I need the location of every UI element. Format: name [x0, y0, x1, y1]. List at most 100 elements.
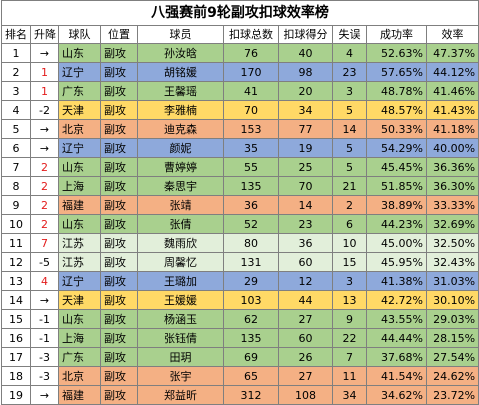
change-cell: 1 — [30, 62, 59, 82]
total-attacks-cell: 70 — [223, 100, 279, 120]
attack-points-cell: 108 — [278, 385, 333, 405]
efficiency-cell: 36.36% — [425, 157, 479, 177]
attack-points-cell: 19 — [278, 138, 333, 158]
team-cell: 山东 — [58, 157, 101, 177]
attack-points-cell: 40 — [278, 43, 333, 63]
player-cell: 张靖 — [137, 195, 224, 215]
total-attacks-cell: 35 — [223, 138, 279, 158]
errors-cell: 3 — [332, 271, 367, 291]
efficiency-cell: 29.03% — [425, 309, 479, 329]
position-cell: 副攻 — [100, 157, 138, 177]
attack-points-cell: 44 — [278, 290, 333, 310]
team-cell: 广东 — [58, 347, 101, 367]
header-efficiency: 效率 — [425, 25, 479, 44]
rank-cell: 8 — [1, 176, 31, 196]
change-cell: 7 — [30, 233, 59, 253]
player-cell: 王媛媛 — [137, 290, 224, 310]
change-cell: -3 — [30, 366, 59, 386]
header-errors: 失误 — [332, 25, 367, 44]
total-attacks-cell: 131 — [223, 252, 279, 272]
efficiency-cell: 28.15% — [425, 328, 479, 348]
player-cell: 周馨忆 — [137, 252, 224, 272]
player-cell: 王璐加 — [137, 271, 224, 291]
table-row: 1 → 山东 副攻 孙汝晗 76 40 4 52.63% 47.37% — [1, 43, 479, 63]
efficiency-cell: 44.12% — [425, 62, 479, 82]
table-row: 8 2 上海 副攻 秦思宇 135 70 21 51.85% 36.30% — [1, 176, 479, 196]
success-rate-cell: 54.29% — [366, 138, 427, 158]
attack-points-cell: 27 — [278, 309, 333, 329]
success-rate-cell: 51.85% — [366, 176, 427, 196]
errors-cell: 34 — [332, 385, 367, 405]
total-attacks-cell: 135 — [223, 328, 279, 348]
player-cell: 魏雨欣 — [137, 233, 224, 253]
header-success-rate: 成功率 — [366, 25, 427, 44]
errors-cell: 4 — [332, 43, 367, 63]
errors-cell: 22 — [332, 328, 367, 348]
team-cell: 山东 — [58, 43, 101, 63]
player-cell: 李雅楠 — [137, 100, 224, 120]
success-rate-cell: 50.33% — [366, 119, 427, 139]
header-total-attacks: 扣球总数 — [223, 25, 279, 44]
table-row: 7 2 山东 副攻 曹婷婷 55 25 5 45.45% 36.36% — [1, 157, 479, 177]
rank-cell: 12 — [1, 252, 31, 272]
efficiency-cell: 36.30% — [425, 176, 479, 196]
change-cell: → — [30, 119, 59, 139]
errors-cell: 2 — [332, 195, 367, 215]
table-title: 八强赛前9轮副攻扣球效率榜 — [0, 0, 479, 26]
rank-cell: 17 — [1, 347, 31, 367]
attack-points-cell: 70 — [278, 176, 333, 196]
rank-cell: 11 — [1, 233, 31, 253]
table-row: 13 4 辽宁 副攻 王璐加 29 12 3 41.38% 31.03% — [1, 271, 479, 291]
change-cell: 2 — [30, 195, 59, 215]
rank-cell: 13 — [1, 271, 31, 291]
position-cell: 副攻 — [100, 385, 138, 405]
success-rate-cell: 34.62% — [366, 385, 427, 405]
total-attacks-cell: 55 — [223, 157, 279, 177]
attack-points-cell: 14 — [278, 195, 333, 215]
team-cell: 辽宁 — [58, 138, 101, 158]
attack-points-cell: 98 — [278, 62, 333, 82]
success-rate-cell: 41.38% — [366, 271, 427, 291]
efficiency-cell: 32.69% — [425, 214, 479, 234]
player-cell: 颜妮 — [137, 138, 224, 158]
errors-cell: 3 — [332, 81, 367, 101]
team-cell: 广东 — [58, 81, 101, 101]
efficiency-cell: 40.00% — [425, 138, 479, 158]
team-cell: 辽宁 — [58, 62, 101, 82]
success-rate-cell: 57.65% — [366, 62, 427, 82]
team-cell: 天津 — [58, 290, 101, 310]
errors-cell: 21 — [332, 176, 367, 196]
player-cell: 迪克森 — [137, 119, 224, 139]
player-cell: 张倩 — [137, 214, 224, 234]
success-rate-cell: 45.00% — [366, 233, 427, 253]
efficiency-cell: 33.33% — [425, 195, 479, 215]
change-cell: -2 — [30, 100, 59, 120]
table-row: 14 → 天津 副攻 王媛媛 103 44 13 42.72% 30.10% — [1, 290, 479, 310]
errors-cell: 15 — [332, 252, 367, 272]
header-row: 排名 升降 球队 位置 球员 扣球总数 扣球得分 失误 成功率 效率 — [1, 25, 479, 44]
player-cell: 秦思宇 — [137, 176, 224, 196]
table-row: 12 -5 江苏 副攻 周馨忆 131 60 15 45.95% 32.43% — [1, 252, 479, 272]
rank-cell: 15 — [1, 309, 31, 329]
success-rate-cell: 43.55% — [366, 309, 427, 329]
team-cell: 北京 — [58, 366, 101, 386]
attack-points-cell: 26 — [278, 347, 333, 367]
success-rate-cell: 42.72% — [366, 290, 427, 310]
success-rate-cell: 38.89% — [366, 195, 427, 215]
success-rate-cell: 37.68% — [366, 347, 427, 367]
efficiency-cell: 27.54% — [425, 347, 479, 367]
header-team: 球队 — [58, 25, 101, 44]
table-row: 19 → 福建 副攻 郑益昕 312 108 34 34.62% 23.72% — [1, 385, 479, 405]
team-cell: 天津 — [58, 100, 101, 120]
change-cell: 4 — [30, 271, 59, 291]
position-cell: 副攻 — [100, 328, 138, 348]
header-player: 球员 — [137, 25, 224, 44]
position-cell: 副攻 — [100, 43, 138, 63]
table-row: 15 -1 山东 副攻 杨涵玉 62 27 9 43.55% 29.03% — [1, 309, 479, 329]
errors-cell: 5 — [332, 157, 367, 177]
errors-cell: 14 — [332, 119, 367, 139]
errors-cell: 10 — [332, 233, 367, 253]
position-cell: 副攻 — [100, 62, 138, 82]
success-rate-cell: 45.95% — [366, 252, 427, 272]
